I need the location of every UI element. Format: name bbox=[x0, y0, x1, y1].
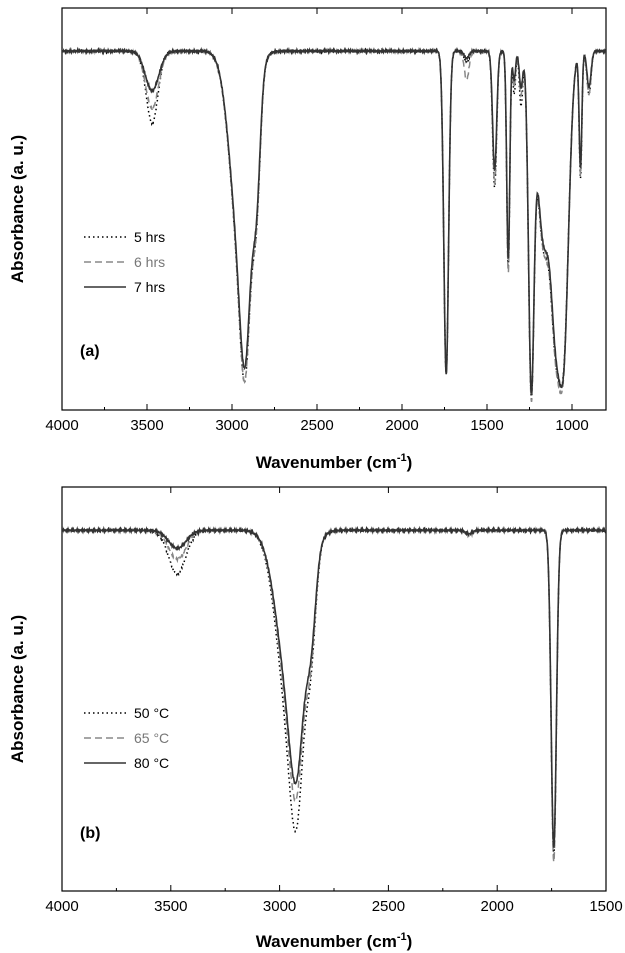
x-tick-label: 3000 bbox=[215, 417, 248, 434]
x-tick-label: 2500 bbox=[372, 898, 405, 915]
x-tick-label: 3500 bbox=[130, 417, 163, 434]
series-line-2 bbox=[62, 46, 606, 395]
x-tick-label: 1500 bbox=[589, 898, 622, 915]
panel-b: 4000 3500 3000 2500 2000 1500 Wavenumber (cm-1… bbox=[8, 486, 623, 951]
x-tick-label: 3000 bbox=[263, 898, 296, 915]
plot-frame bbox=[61, 486, 607, 892]
legend-label: 7 hrs bbox=[134, 279, 165, 295]
x-tick-label: 2000 bbox=[481, 898, 514, 915]
x-tick-label: 4000 bbox=[45, 898, 78, 915]
series-line-1 bbox=[62, 46, 606, 402]
legend-label: 6 hrs bbox=[134, 254, 165, 270]
x-axis-title: Wavenumber (cm-1) bbox=[256, 452, 413, 472]
legend-label: 80 °C bbox=[134, 755, 169, 771]
x-tick-label: 3500 bbox=[154, 898, 187, 915]
series-line-1 bbox=[62, 525, 606, 863]
x-tick-label: 4000 bbox=[45, 417, 78, 434]
series-line-0 bbox=[62, 46, 606, 400]
x-tick-label: 1000 bbox=[555, 417, 588, 434]
y-axis-title: Absorbance (a. u.) bbox=[8, 615, 27, 763]
panel-label: (b) bbox=[80, 825, 100, 842]
y-axis-title: Absorbance (a. u.) bbox=[8, 135, 27, 283]
panel-a: 4000 3500 3000 2500 2000 1500 1000 Wavenumber (… bbox=[8, 7, 607, 472]
x-axis-title: Wavenumber (cm-1) bbox=[256, 931, 413, 951]
panel-label: (a) bbox=[80, 343, 100, 360]
x-tick-label: 2500 bbox=[300, 417, 333, 434]
legend-label: 5 hrs bbox=[134, 229, 165, 245]
plot-frame bbox=[61, 7, 607, 411]
series-line-0 bbox=[62, 525, 606, 855]
legend-label: 50 °C bbox=[134, 705, 169, 721]
x-tick-label: 2000 bbox=[385, 417, 418, 434]
series-line-2 bbox=[62, 525, 606, 848]
x-tick-label: 1500 bbox=[470, 417, 503, 434]
legend-label: 65 °C bbox=[134, 730, 169, 746]
